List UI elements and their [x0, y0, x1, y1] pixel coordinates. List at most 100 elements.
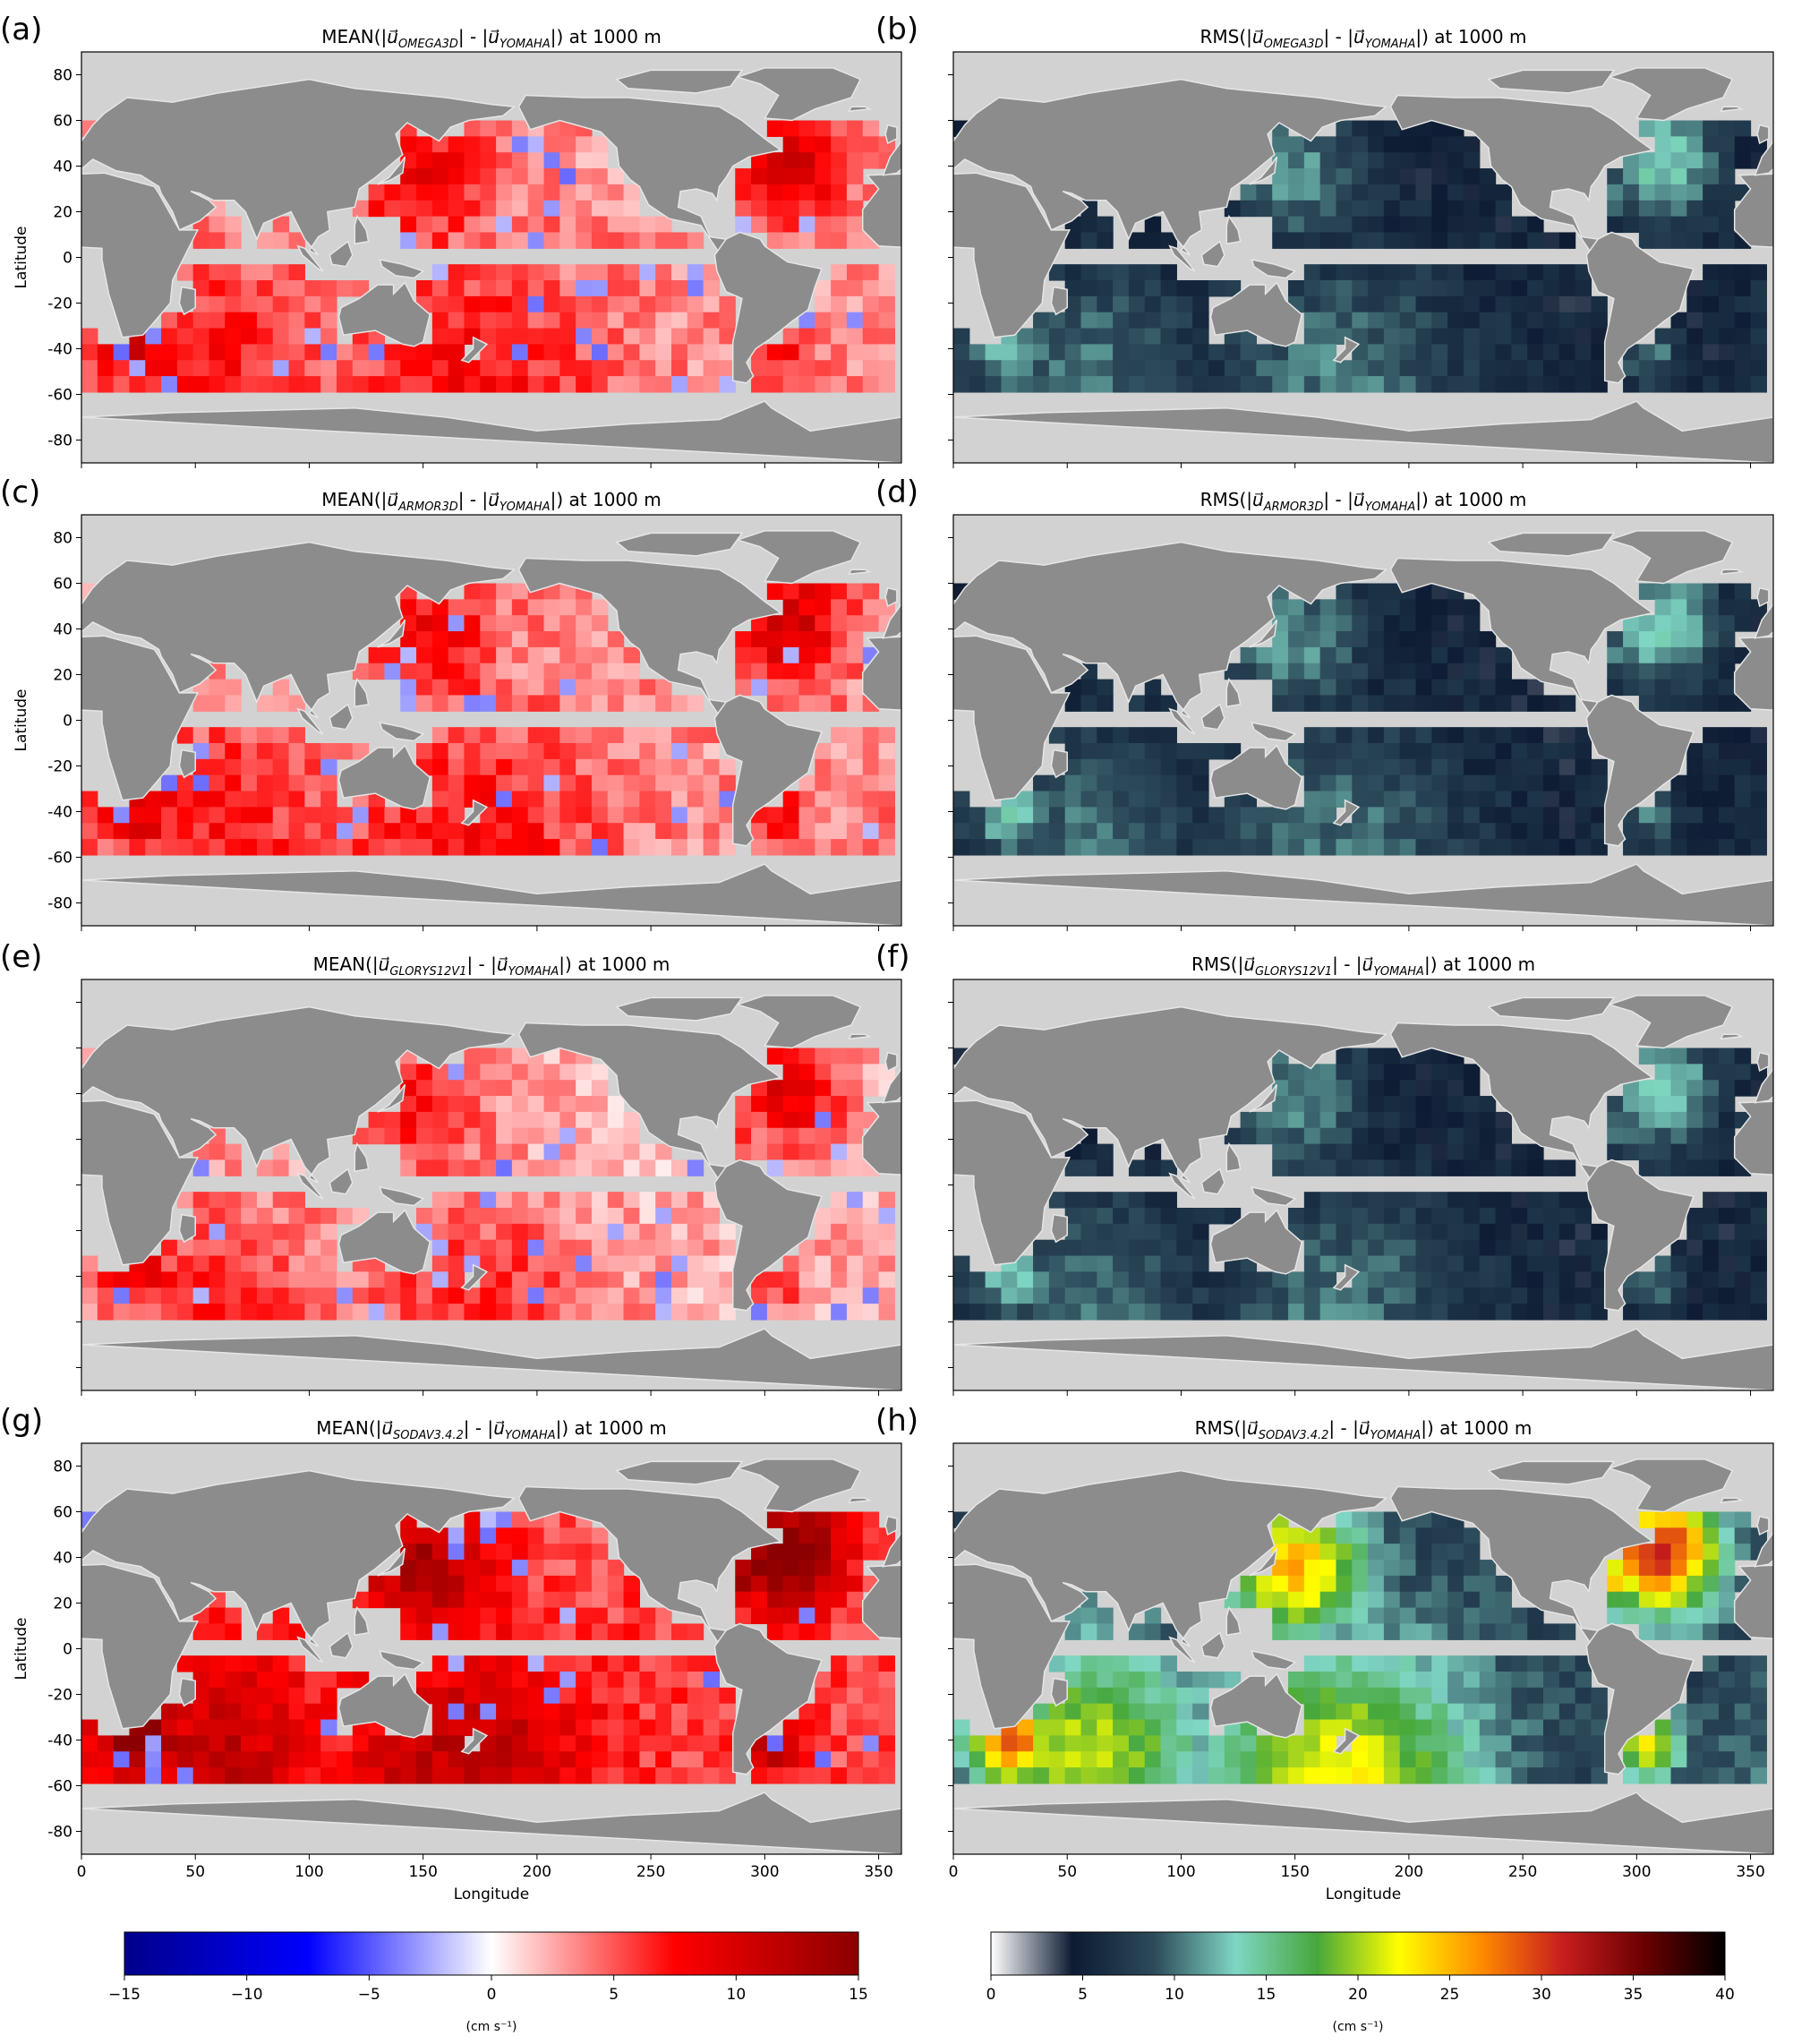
grid-cell	[1750, 1735, 1767, 1752]
grid-cell	[766, 1560, 784, 1577]
grid-cell	[209, 232, 226, 249]
grid-cell	[1319, 823, 1337, 840]
grid-cell	[431, 232, 449, 249]
grid-cell	[496, 807, 513, 824]
grid-cell	[1033, 1719, 1050, 1736]
grid-cell	[241, 1751, 258, 1768]
grid-cell	[1463, 791, 1481, 808]
grid-cell	[527, 1751, 545, 1768]
grid-cell	[511, 758, 529, 776]
grid-cell	[1319, 743, 1337, 760]
grid-cell	[496, 823, 513, 840]
grid-cell	[1479, 216, 1497, 234]
grid-cell	[304, 344, 321, 361]
grid-cell	[288, 264, 305, 281]
grid-cell	[1495, 312, 1512, 329]
grid-cell	[687, 344, 704, 361]
grid-cell	[209, 1735, 226, 1752]
grid-cell	[1097, 1655, 1114, 1672]
grid-cell	[511, 1687, 529, 1705]
grid-cell	[846, 1575, 864, 1593]
grid-cell	[1319, 1751, 1337, 1768]
grid-cell	[1447, 1735, 1464, 1752]
grid-cell	[209, 1287, 226, 1304]
grid-cell	[480, 823, 497, 840]
grid-cell	[113, 376, 131, 393]
y-tick-label: -20	[47, 295, 73, 313]
land-europe_asia	[81, 78, 517, 256]
grid-cell	[1352, 631, 1369, 648]
grid-cell	[416, 1672, 433, 1689]
grid-cell	[464, 774, 481, 792]
y-tick-label: -20	[47, 1687, 73, 1705]
grid-cell	[1399, 631, 1417, 648]
grid-cell	[1383, 631, 1401, 648]
grid-cell	[464, 168, 481, 185]
grid-cell	[288, 1751, 305, 1768]
grid-cell	[1654, 1575, 1672, 1593]
grid-cell	[543, 295, 560, 313]
grid-cell	[400, 695, 417, 712]
grid-cell	[1319, 1239, 1337, 1257]
grid-cell	[1495, 1687, 1512, 1705]
grid-cell	[384, 1304, 401, 1321]
grid-cell	[1495, 743, 1512, 760]
grid-cell	[751, 168, 768, 185]
grid-cell	[256, 1255, 274, 1272]
grid-cell	[831, 1064, 848, 1081]
grid-cell	[1415, 679, 1432, 697]
grid-cell	[241, 1223, 258, 1241]
grid-cell	[480, 264, 497, 281]
grid-cell	[1352, 344, 1369, 361]
grid-cell	[1734, 1751, 1752, 1768]
grid-cell	[288, 727, 305, 744]
grid-cell	[1718, 631, 1736, 648]
grid-cell	[527, 615, 545, 632]
grid-cell	[320, 360, 337, 377]
grid-cell	[1479, 232, 1497, 249]
grid-cell	[1097, 1208, 1114, 1225]
grid-cell	[416, 184, 433, 201]
grid-cell	[1623, 679, 1640, 697]
grid-cell	[1703, 120, 1720, 137]
grid-cell	[1352, 1703, 1369, 1721]
grid-cell	[192, 264, 210, 281]
grid-cell	[815, 1080, 832, 1097]
grid-cell	[1383, 1623, 1401, 1640]
grid-cell	[831, 1192, 848, 1209]
grid-cell	[1383, 120, 1401, 137]
grid-cell	[703, 1703, 721, 1721]
grid-cell	[1064, 232, 1082, 249]
grid-cell	[145, 823, 162, 840]
grid-cell	[1160, 1192, 1177, 1209]
x-tick-label: 100	[295, 1863, 323, 1881]
grid-cell	[831, 1143, 848, 1161]
land-borneo	[329, 1631, 354, 1659]
grid-cell	[1160, 1655, 1177, 1672]
grid-cell	[703, 1192, 721, 1209]
grid-cell	[671, 280, 688, 297]
grid-cell	[623, 312, 640, 329]
grid-cell	[576, 1304, 593, 1321]
grid-cell	[576, 1192, 593, 1209]
grid-cell	[862, 1527, 880, 1544]
grid-cell	[1431, 328, 1448, 345]
grid-cell	[304, 295, 321, 313]
grid-cell	[1431, 839, 1448, 856]
grid-cell	[1368, 1255, 1385, 1272]
grid-cell	[1144, 1719, 1162, 1736]
grid-cell	[1511, 1655, 1528, 1672]
grid-cell	[1431, 1687, 1448, 1705]
grid-cell	[480, 599, 497, 616]
grid-cell	[511, 1511, 529, 1528]
grid-cell	[671, 264, 688, 281]
grid-cell	[1495, 376, 1512, 393]
grid-cell	[1558, 1223, 1576, 1241]
grid-cell	[815, 376, 832, 393]
grid-cell	[1336, 1208, 1353, 1225]
grid-cell	[1128, 774, 1146, 792]
grid-cell	[798, 646, 815, 664]
grid-cell	[464, 839, 481, 856]
panel-e: (e) MEAN(|u⃗GLORYS12V1| - |u⃗YOMAHA|) at …	[0, 939, 902, 1396]
grid-cell	[496, 743, 513, 760]
